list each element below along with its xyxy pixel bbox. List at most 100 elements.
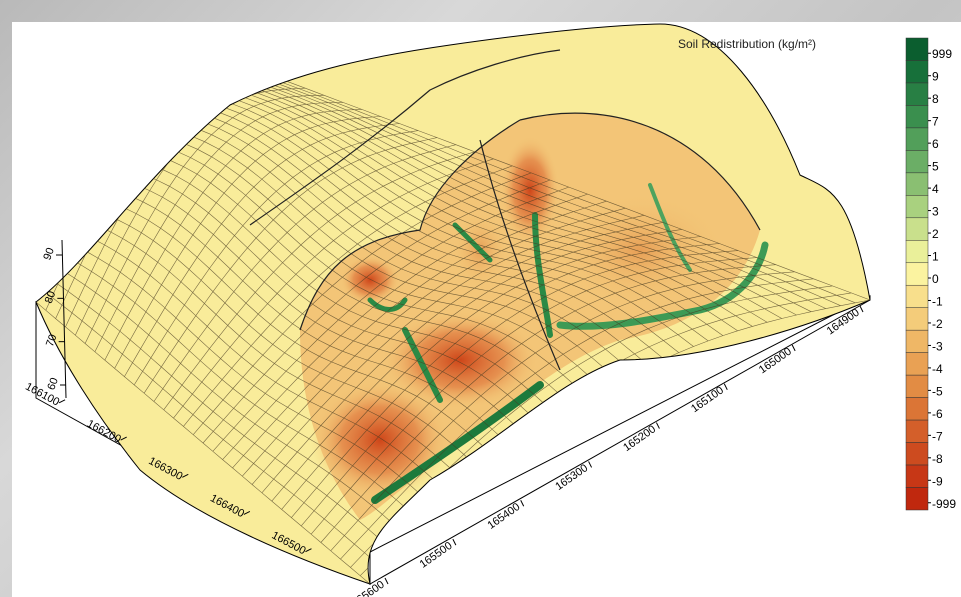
mesh-line bbox=[132, 120, 621, 383]
legend-label: -999 bbox=[932, 497, 956, 511]
deposition-channel bbox=[367, 297, 408, 312]
mesh-line bbox=[144, 107, 650, 367]
legend-swatch bbox=[905, 82, 929, 106]
z-tick-label: 60 bbox=[45, 376, 60, 392]
mesh-line bbox=[184, 76, 753, 327]
mesh-line bbox=[212, 64, 827, 309]
mesh-line bbox=[172, 83, 724, 336]
x-tick bbox=[859, 305, 864, 313]
field-boundary bbox=[249, 49, 561, 226]
legend-label: 3 bbox=[932, 205, 939, 219]
legend-swatch bbox=[905, 464, 929, 488]
mesh-line bbox=[178, 79, 738, 332]
legend-label: 9 bbox=[932, 70, 939, 84]
legend-swatch bbox=[905, 105, 929, 129]
legend-swatch bbox=[905, 329, 929, 353]
mesh-line bbox=[222, 193, 588, 460]
mesh-line bbox=[291, 243, 720, 518]
field-boundary bbox=[479, 139, 561, 371]
legend-swatch bbox=[905, 150, 929, 174]
legend-swatch bbox=[905, 374, 929, 398]
mesh-line bbox=[281, 236, 701, 510]
legend-label: 999 bbox=[932, 47, 952, 61]
legend-swatch bbox=[905, 37, 929, 61]
mesh-line bbox=[224, 61, 856, 304]
y-tick bbox=[182, 473, 189, 478]
legend-label: -1 bbox=[932, 294, 943, 308]
legend-label: 1 bbox=[932, 250, 939, 264]
field-boundary bbox=[519, 112, 761, 231]
erosion-zone bbox=[500, 135, 560, 245]
legend-swatch bbox=[905, 397, 929, 421]
mesh-line bbox=[271, 229, 682, 502]
x-tick bbox=[791, 344, 796, 352]
deposition-channel bbox=[532, 212, 553, 338]
mesh-line bbox=[155, 96, 679, 353]
mesh-line bbox=[161, 91, 694, 347]
legend-swatch bbox=[905, 217, 929, 241]
legend-label: -4 bbox=[932, 362, 943, 376]
legend-swatch bbox=[905, 442, 929, 466]
x-tick bbox=[723, 383, 728, 390]
x-tick bbox=[588, 461, 593, 468]
x-tick bbox=[520, 500, 525, 507]
legend-label: -6 bbox=[932, 407, 943, 421]
mesh-line bbox=[320, 264, 776, 543]
field-boundary bbox=[299, 119, 521, 331]
legend-swatch bbox=[905, 284, 929, 308]
legend-label: 0 bbox=[932, 272, 939, 286]
legend-swatch bbox=[905, 195, 929, 219]
legend-label: -7 bbox=[932, 429, 943, 443]
mesh-line bbox=[229, 59, 870, 301]
z-tick-label: 90 bbox=[41, 246, 56, 262]
x-tick bbox=[384, 577, 389, 585]
z-tick-label: 80 bbox=[43, 289, 58, 305]
legend-swatch bbox=[905, 419, 929, 443]
legend-swatch bbox=[905, 240, 929, 264]
legend-swatch bbox=[905, 172, 929, 196]
deposition-channel bbox=[402, 327, 443, 403]
mesh-line bbox=[207, 66, 812, 312]
z-tick-label: 70 bbox=[44, 333, 59, 349]
mesh-line bbox=[261, 222, 663, 493]
erosion-zone bbox=[380, 310, 540, 410]
legend-swatch bbox=[905, 487, 929, 511]
erosion-zone bbox=[550, 190, 730, 310]
legend-label: 6 bbox=[932, 137, 939, 151]
legend-swatch bbox=[905, 262, 929, 286]
legend-label: 7 bbox=[932, 115, 939, 129]
mesh-line bbox=[232, 200, 607, 469]
mesh-line bbox=[251, 215, 645, 485]
mesh-line bbox=[190, 73, 768, 323]
mesh-line bbox=[138, 113, 635, 375]
legend-swatch bbox=[905, 60, 929, 84]
y-tick bbox=[58, 399, 66, 404]
mesh-line bbox=[242, 207, 626, 477]
legend-label: 4 bbox=[932, 182, 939, 196]
y-tick bbox=[305, 548, 312, 553]
legend-label: -8 bbox=[932, 452, 943, 466]
y-tick bbox=[120, 436, 127, 441]
mesh-line bbox=[212, 186, 569, 452]
surface-mesh bbox=[36, 59, 870, 584]
mesh-line bbox=[300, 250, 739, 527]
x-tick bbox=[452, 538, 457, 546]
legend-label: 2 bbox=[932, 227, 939, 241]
field-boundaries bbox=[249, 49, 761, 371]
legend-label: -5 bbox=[932, 384, 943, 398]
legend-label: 5 bbox=[932, 160, 939, 174]
mesh-line bbox=[310, 257, 758, 535]
y-tick bbox=[243, 511, 251, 515]
erosion-zone bbox=[340, 255, 400, 305]
legend-label: -9 bbox=[932, 474, 943, 488]
mesh-line bbox=[167, 87, 709, 342]
legend-label: -3 bbox=[932, 339, 943, 353]
deposition-channel bbox=[371, 381, 544, 504]
mesh-line bbox=[201, 68, 797, 316]
mesh-line bbox=[150, 101, 665, 360]
mesh-line bbox=[330, 271, 795, 552]
legend-swatch bbox=[905, 127, 929, 151]
